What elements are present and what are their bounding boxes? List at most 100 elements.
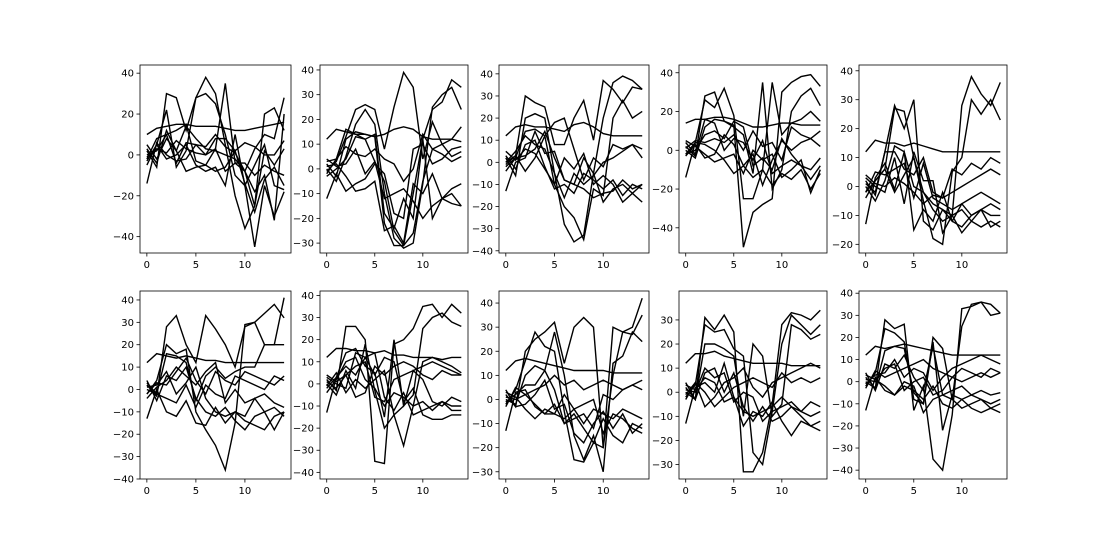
y-tick-label: 40 xyxy=(301,65,314,76)
series-line-7 xyxy=(865,354,1001,392)
y-tick-label: −20 xyxy=(832,421,853,432)
y-tick-label: −20 xyxy=(293,424,314,435)
series-line-6 xyxy=(505,139,643,197)
series-line-8 xyxy=(865,374,1001,415)
y-tick-label: 20 xyxy=(121,340,134,351)
y-tick-label: −10 xyxy=(652,412,673,423)
series-line-2 xyxy=(685,73,821,248)
axes-frame xyxy=(319,290,469,480)
x-tick-label: 5 xyxy=(731,486,737,497)
axes-frame xyxy=(139,290,292,480)
series-line-1 xyxy=(685,116,821,128)
series-line-9 xyxy=(865,168,1001,205)
y-tick-label: −10 xyxy=(832,211,853,222)
series-line-3 xyxy=(865,301,1001,405)
y-tick-label: 40 xyxy=(660,68,673,79)
x-tick-label: 0 xyxy=(503,260,509,271)
y-tick-label: 20 xyxy=(660,107,673,118)
x-tick-label: 10 xyxy=(239,486,252,497)
series-line-10 xyxy=(865,363,1001,396)
y-tick-label: 40 xyxy=(840,66,853,77)
series-line-5 xyxy=(505,129,643,204)
y-tick-label: −10 xyxy=(293,189,314,200)
series-line-7 xyxy=(505,369,643,431)
y-tick-label: −30 xyxy=(113,452,134,463)
series-line-6 xyxy=(326,351,462,416)
series-line-2 xyxy=(865,74,1001,232)
series-line-9 xyxy=(146,128,285,177)
series-line-5 xyxy=(865,149,1001,235)
series-line-5 xyxy=(865,375,1001,414)
x-tick-label: 0 xyxy=(324,486,330,497)
subplot-4: 0 5 10 −40 −20 0 20 40 xyxy=(652,64,828,271)
y-tick-label: −30 xyxy=(832,444,853,455)
y-tick-label: 30 xyxy=(840,311,853,322)
series-line-9 xyxy=(865,358,1001,389)
axes-frame xyxy=(319,64,469,254)
series-line-9 xyxy=(146,375,285,410)
y-tick-label: 20 xyxy=(121,110,134,121)
series-line-10 xyxy=(685,120,821,172)
y-tick-label: 0 xyxy=(667,388,673,399)
y-tick-label: 40 xyxy=(121,295,134,306)
series-line-5 xyxy=(685,360,821,437)
series-line-1 xyxy=(865,343,1001,356)
y-tick-label: 40 xyxy=(840,289,853,300)
y-tick-label: 10 xyxy=(840,153,853,164)
y-tick-label: −20 xyxy=(113,430,134,441)
y-tick-label: 10 xyxy=(301,140,314,151)
y-tick-label: 10 xyxy=(840,355,853,366)
series-line-6 xyxy=(505,378,643,444)
x-tick-label: 5 xyxy=(551,260,557,271)
x-tick-label: 5 xyxy=(372,486,378,497)
series-line-4 xyxy=(505,98,643,243)
y-tick-label: 20 xyxy=(301,115,314,126)
y-tick-label: 30 xyxy=(121,318,134,329)
series-line-6 xyxy=(865,346,1001,410)
series-line-4 xyxy=(685,82,821,192)
axes-frame xyxy=(858,290,1008,480)
y-tick-label: 0 xyxy=(308,164,314,175)
y-tick-label: 0 xyxy=(487,395,493,406)
x-tick-label: 5 xyxy=(551,486,557,497)
y-tick-label: 0 xyxy=(128,385,134,396)
axes-frame xyxy=(498,64,650,254)
series-line-3 xyxy=(865,97,1001,246)
series-line-1 xyxy=(326,126,462,143)
series-line-8 xyxy=(326,361,462,399)
y-tick-label: 20 xyxy=(840,124,853,135)
y-tick-label: −10 xyxy=(472,180,493,191)
series-line-4 xyxy=(505,330,643,472)
y-tick-label: 40 xyxy=(121,69,134,80)
series-line-9 xyxy=(685,371,821,408)
y-tick-label: 20 xyxy=(660,340,673,351)
series-line-1 xyxy=(505,357,643,374)
series-line-3 xyxy=(685,82,821,200)
series-line-6 xyxy=(326,128,462,230)
y-tick-label: −30 xyxy=(293,239,314,250)
series-line-7 xyxy=(685,362,821,408)
series-line-10 xyxy=(146,361,285,409)
subplot-2: 0 5 10 −30 −20 −10 0 10 20 30 40 xyxy=(293,64,469,271)
x-tick-label: 10 xyxy=(775,486,788,497)
axes-frame xyxy=(139,64,292,254)
axes-frame xyxy=(858,64,1008,254)
y-tick-label: 0 xyxy=(487,158,493,169)
series-line-4 xyxy=(146,92,285,248)
series-line-10 xyxy=(326,147,462,220)
series-line-2 xyxy=(146,113,285,221)
series-line-1 xyxy=(505,121,643,137)
subplot-10: 0 5 10 −40 −30 −20 −10 0 10 20 30 40 xyxy=(832,289,1008,497)
subplot-3: 0 5 10 −40 −30 −20 −10 0 10 20 30 40 xyxy=(472,64,650,271)
x-tick-label: 5 xyxy=(911,486,917,497)
series-line-3 xyxy=(146,297,285,473)
y-tick-label: 30 xyxy=(480,91,493,102)
x-tick-label: 10 xyxy=(955,260,968,271)
y-tick-label: 0 xyxy=(847,182,853,193)
x-tick-label: 5 xyxy=(193,260,199,271)
y-tick-label: 40 xyxy=(480,299,493,310)
x-tick-label: 5 xyxy=(911,260,917,271)
y-tick-label: −10 xyxy=(293,402,314,413)
x-tick-label: 0 xyxy=(863,486,869,497)
series-line-7 xyxy=(146,123,285,215)
